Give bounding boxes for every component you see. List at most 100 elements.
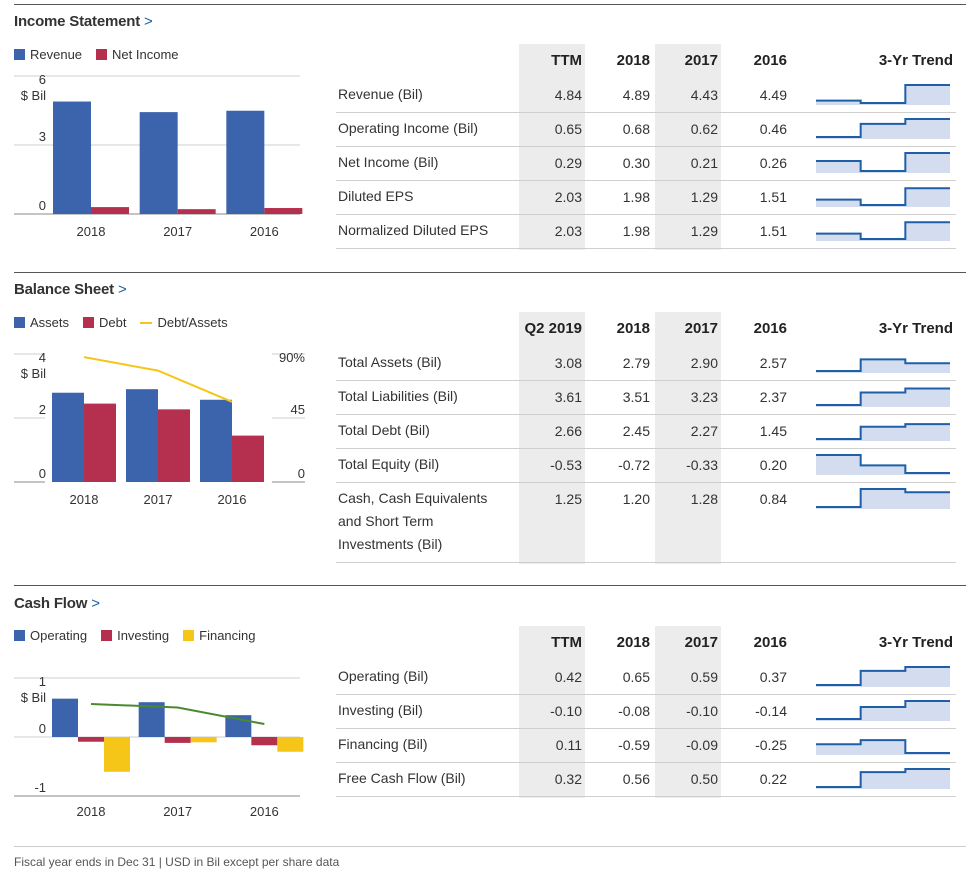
x-tick-label: 2016 — [250, 804, 279, 819]
cashflow-legend: Operating Investing Financing — [14, 628, 256, 643]
cashflow-title-text[interactable]: Cash Flow — [14, 595, 88, 612]
trend-sparkline — [816, 666, 950, 687]
y-tick-label: 0 — [39, 721, 46, 736]
column-header: 2018 — [616, 52, 650, 69]
y-axis-unit-label: $ Bil — [21, 366, 46, 381]
table-cell: 0.29 — [554, 155, 582, 171]
trend-line — [816, 488, 950, 508]
row-divider — [336, 214, 956, 215]
table-cell: 0.50 — [690, 771, 718, 787]
cashflow-section-rule — [14, 585, 966, 586]
trend-sparkline — [816, 221, 950, 241]
table-cell: 1.25 — [554, 491, 582, 507]
trend-fill — [816, 388, 950, 407]
column-header: 3-Yr Trend — [878, 634, 953, 651]
legend-label: Financing — [199, 628, 256, 643]
trend-fill — [816, 85, 950, 105]
table-cell: 1.28 — [690, 491, 718, 507]
bar-financing — [277, 737, 304, 752]
table-cell: 1.51 — [759, 189, 787, 205]
y-axis-unit-label: $ Bil — [21, 690, 46, 705]
column-header: 3-Yr Trend — [878, 320, 953, 337]
trend-sparkline — [816, 118, 950, 139]
income-title-text[interactable]: Income Statement — [14, 13, 140, 30]
legend-swatch-red — [101, 630, 113, 641]
row-divider — [336, 380, 956, 381]
chevron-right-icon[interactable]: > — [91, 595, 100, 612]
legend-swatch-blue — [14, 49, 25, 60]
table-cell: 4.49 — [759, 87, 787, 103]
legend-line-yellow — [140, 321, 153, 324]
column-header: 2017 — [684, 634, 718, 651]
table-cell: 3.23 — [690, 389, 718, 405]
trend-sparkline — [816, 488, 950, 509]
bar-operating — [138, 702, 165, 737]
y-tick-label: 0 — [39, 466, 46, 481]
row-label: Normalized Diluted EPS — [338, 222, 489, 238]
income-section-title[interactable]: Income Statement > — [14, 13, 153, 30]
column-shade — [519, 312, 585, 564]
row-label: Operating (Bil) — [338, 668, 429, 684]
y-tick-label: 1 — [39, 674, 46, 689]
table-cell: 1.45 — [759, 423, 787, 439]
column-header: 2017 — [684, 320, 718, 337]
row-label: Net Income (Bil) — [338, 154, 439, 170]
row-divider — [336, 796, 956, 797]
cashflow-table: TTM 2018 2017 2016 3-Yr Trend Operating (Bil)… — [336, 626, 956, 798]
trend-fill — [816, 153, 950, 173]
table-cell: 1.20 — [622, 491, 650, 507]
trend-line — [816, 454, 950, 474]
trend-line — [816, 118, 950, 138]
table-cell: 0.26 — [759, 155, 787, 171]
trend-fill — [816, 222, 950, 241]
bar-assets — [126, 389, 158, 482]
bar-revenue — [53, 101, 91, 214]
legend-item-assets: Assets — [14, 315, 69, 330]
income-legend: Revenue Net Income — [14, 47, 179, 62]
row-label: Cash, Cash Equivalents and Short Term Inve… — [338, 487, 487, 556]
trend-line — [816, 700, 950, 720]
row-divider — [336, 448, 956, 449]
bar-debt — [232, 435, 264, 482]
legend-item-debt: Debt — [83, 315, 126, 330]
table-cell: -0.14 — [755, 703, 787, 719]
row-divider — [336, 762, 956, 763]
column-header: 2016 — [753, 634, 787, 651]
table-cell: 0.65 — [554, 121, 582, 137]
trend-sparkline — [816, 152, 950, 173]
table-cell: 2.03 — [554, 189, 582, 205]
legend-label: Operating — [30, 628, 88, 643]
legend-item-investing: Investing — [101, 628, 169, 643]
balance-table: Q2 2019 2018 2017 2016 3-Yr Trend Total Asset… — [336, 312, 956, 564]
trend-fill — [816, 489, 950, 509]
bar-net-income — [91, 207, 129, 214]
income-bar-chart: 6 3 0 $ Bil 2018 2017 2016 — [14, 72, 303, 239]
balance-title-text[interactable]: Balance Sheet — [14, 281, 114, 298]
trend-line — [816, 84, 950, 104]
y-axis-unit-label: $ Bil — [21, 88, 46, 103]
table-cell: 2.45 — [622, 423, 650, 439]
table-cell: -0.72 — [618, 457, 650, 473]
table-cell: 0.37 — [759, 669, 787, 685]
trend-sparkline — [816, 84, 950, 105]
y-tick-label: -1 — [34, 780, 46, 795]
row-label: Total Assets (Bil) — [338, 354, 442, 370]
trend-fill — [816, 359, 950, 373]
legend-item-net-income: Net Income — [96, 47, 179, 62]
cashflow-section-title[interactable]: Cash Flow > — [14, 595, 100, 612]
legend-swatch-blue — [14, 630, 25, 641]
row-label: Financing (Bil) — [338, 736, 428, 752]
table-cell: 2.57 — [759, 355, 787, 371]
trend-fill — [816, 740, 950, 755]
legend-label: Revenue — [30, 47, 83, 62]
trend-line — [816, 387, 950, 406]
chevron-right-icon[interactable]: > — [144, 13, 153, 30]
legend-item-revenue: Revenue — [14, 47, 82, 62]
balance-section-title[interactable]: Balance Sheet > — [14, 281, 127, 298]
bar-net-income — [264, 208, 303, 214]
chevron-right-icon[interactable]: > — [117, 281, 127, 298]
trend-fill — [816, 667, 950, 687]
row-divider — [336, 562, 956, 563]
column-header: 2016 — [753, 52, 787, 69]
table-cell: 3.61 — [554, 389, 582, 405]
